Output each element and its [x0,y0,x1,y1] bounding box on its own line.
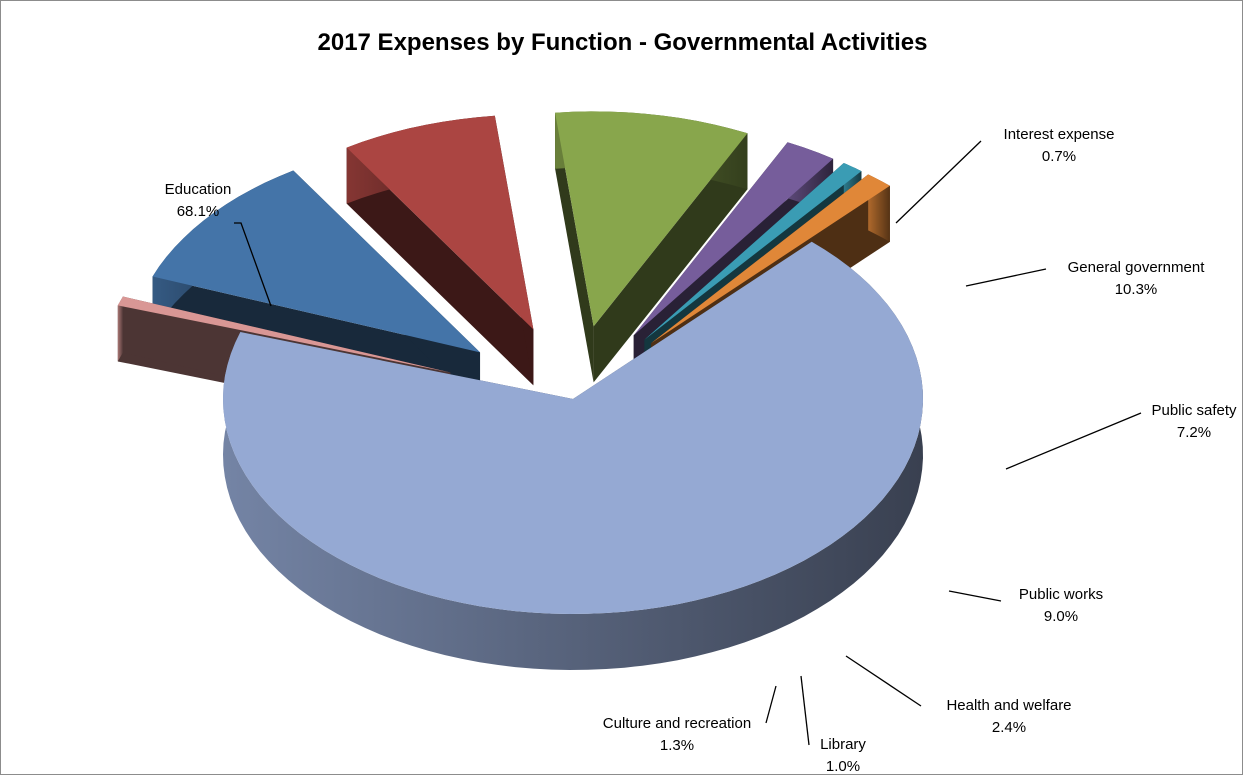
slice-label-general-government: General government [1068,259,1206,276]
leader-line-culture-and-recreation [765,685,777,724]
slice-label-health-and-welfare: Health and welfare [946,697,1071,714]
slice-label-public-safety: Public safety [1151,402,1237,419]
slice-value-culture-and-recreation: 1.3% [660,737,694,754]
slice-value-general-government: 10.3% [1115,281,1158,298]
pie-slice-public-works [555,111,748,383]
slice-label-education: Education [165,181,232,198]
slice-label-culture-and-recreation: Culture and recreation [603,715,751,732]
slice-value-health-and-welfare: 2.4% [992,719,1026,736]
leader-line-public-works [948,590,1002,602]
pie-slice-education [223,241,923,671]
pie-slice-public-safety [346,115,534,386]
slice-label-interest-expense: Interest expense [1004,126,1115,143]
slice-label-public-works: Public works [1019,586,1103,603]
slice-value-library: 1.0% [826,758,860,775]
leader-line-general-government [965,268,1047,287]
leader-line-health-and-welfare [845,655,922,707]
slice-label-library: Library [820,736,866,753]
leader-line-interest-expense [895,140,982,224]
slice-value-public-safety: 7.2% [1177,424,1211,441]
slice-value-public-works: 9.0% [1044,608,1078,625]
chart-title: 2017 Expenses by Function - Governmental… [317,29,928,56]
slice-value-interest-expense: 0.7% [1042,148,1076,165]
slice-value-education: 68.1% [177,203,220,220]
leader-line-library [800,675,810,746]
leader-line-education [234,222,272,307]
leader-line-public-safety [1005,412,1142,470]
